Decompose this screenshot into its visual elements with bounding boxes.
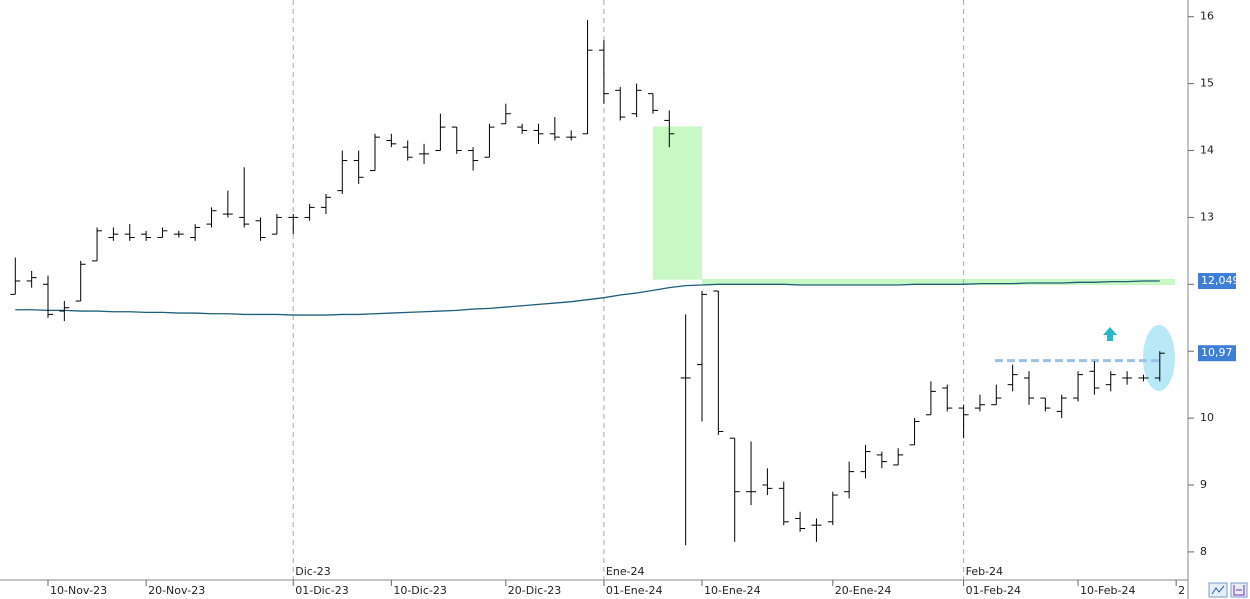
x-tick-label: 10-Ene-24 (704, 584, 761, 597)
x-tick-label: 01-Ene-24 (606, 584, 663, 597)
chart-type-icon (1211, 585, 1225, 595)
y-tick-label: 14 (1200, 144, 1214, 157)
x-tick-label: 01-Feb-24 (966, 584, 1021, 597)
up-arrow (1103, 327, 1117, 341)
month-label: Feb-24 (966, 565, 1003, 578)
x-tick-label: 10-Feb-24 (1080, 584, 1135, 597)
gap-zone (652, 126, 702, 280)
month-label: Dic-23 (295, 565, 331, 578)
highlight-ellipse (1143, 325, 1175, 391)
price-label-box (1198, 345, 1236, 362)
price-label: 10,97 (1201, 346, 1233, 359)
x-tick-label: 10-Dic-23 (393, 584, 447, 597)
moving-average (15, 280, 1160, 316)
price-label-box (1198, 273, 1236, 290)
x-tick-label: 01-Dic-23 (295, 584, 349, 597)
gap-band (702, 278, 1175, 285)
x-tick-label: 20-Nov-23 (148, 584, 205, 597)
month-label: Ene-24 (606, 565, 645, 578)
price-label: 12,049 (1201, 274, 1240, 287)
y-tick-label: 13 (1200, 210, 1214, 223)
x-tick-label: 20-Ene-24 (835, 584, 892, 597)
y-tick-label: 8 (1200, 545, 1207, 558)
x-tick-label: 20-Dic-23 (508, 584, 562, 597)
x-tick-label: 2 (1178, 584, 1185, 597)
y-tick-label: 9 (1200, 478, 1207, 491)
x-tick-label: 10-Nov-23 (50, 584, 107, 597)
y-tick-label: 15 (1200, 77, 1214, 90)
save-icon (1233, 585, 1245, 596)
y-tick-label: 10 (1200, 411, 1214, 424)
y-tick-label: 16 (1200, 10, 1214, 23)
